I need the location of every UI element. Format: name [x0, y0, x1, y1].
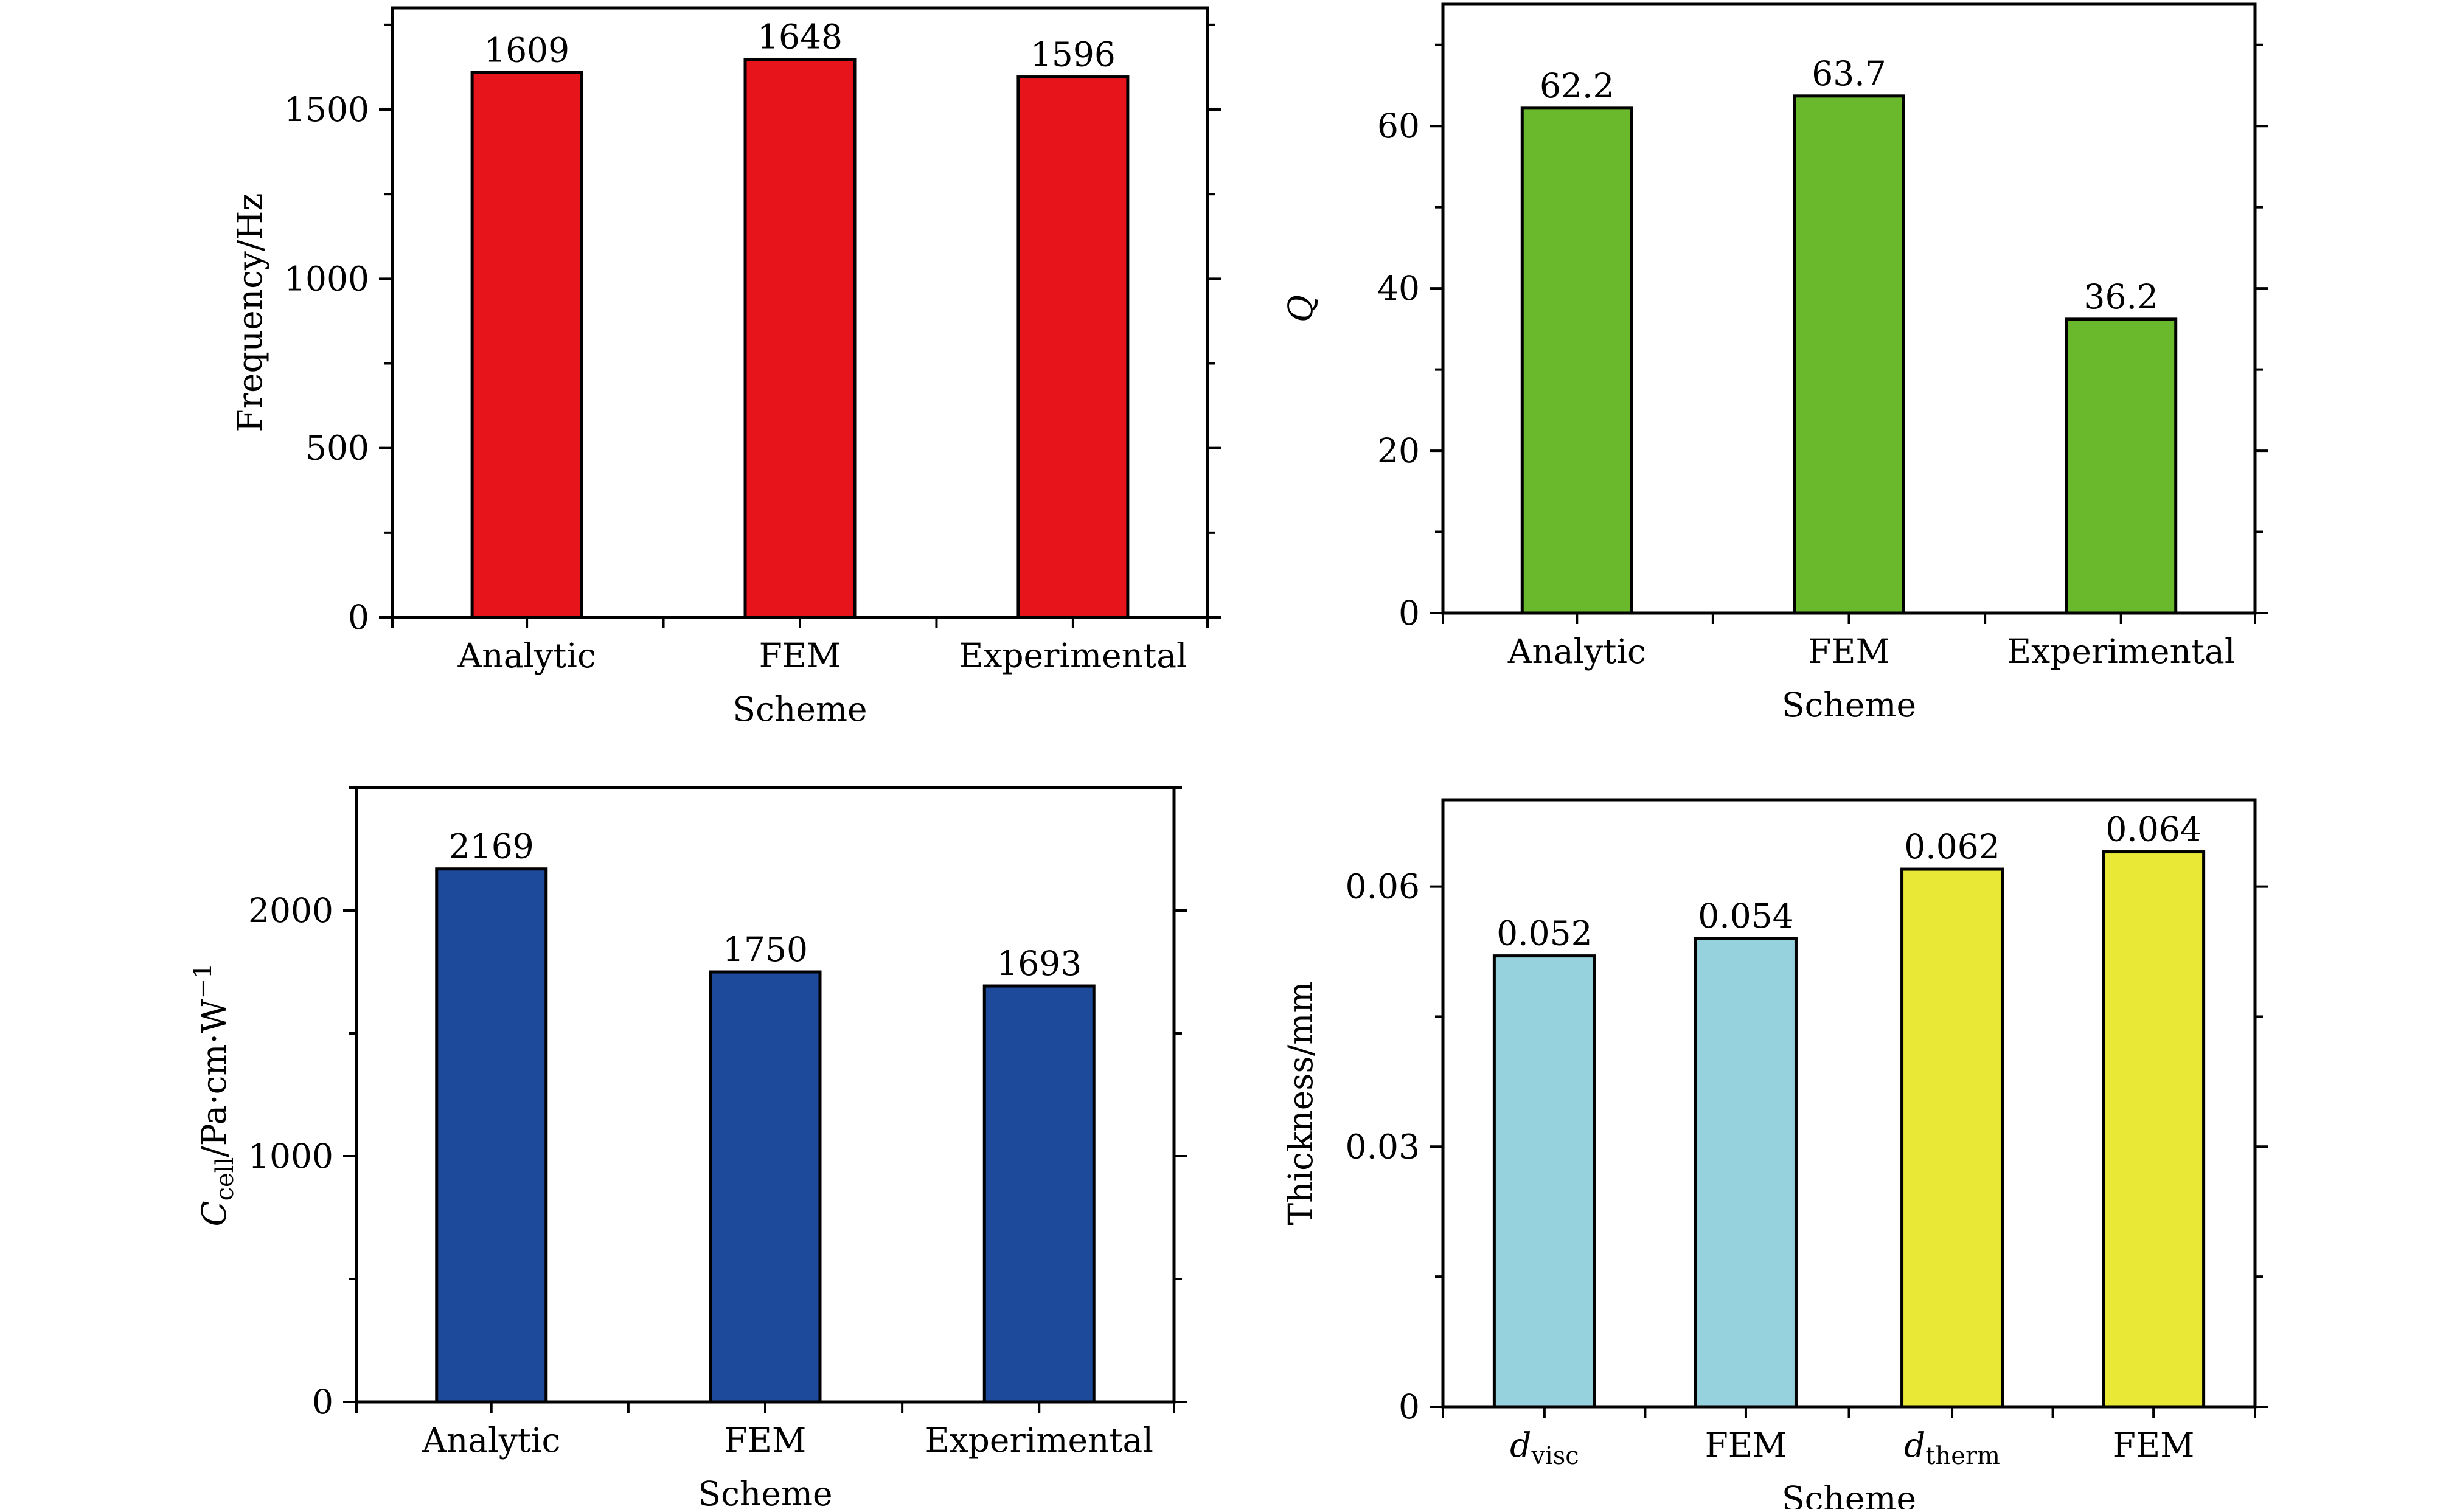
- chart-panel-4: 0.052 0.054 0.062 0.064 0 0.03 0.06 dvisc FEM dth…: [1281, 798, 2268, 1512]
- x-tick-label: FEM: [2113, 1426, 2195, 1465]
- bar: [1016, 75, 1130, 619]
- data-label: 1609: [484, 30, 569, 69]
- chart-panel-1: 1609 1648 1596 0 500 1000 1500 Analytic FEM Exper…: [231, 6, 1221, 729]
- y-tick-label: 0: [1399, 1387, 1420, 1426]
- y-tick-label: 0: [1399, 594, 1420, 633]
- y-axis-label: Ccell/Pa·cm·W−1: [189, 963, 239, 1226]
- data-label: 0.054: [1698, 896, 1793, 935]
- x-tick-label: FEM: [725, 1421, 807, 1460]
- y-axis-label: Thickness/mm: [1281, 981, 1320, 1225]
- data-label: 1648: [757, 18, 843, 57]
- x-tick-label: Analytic: [1507, 632, 1646, 671]
- bar: [1520, 106, 1633, 615]
- data-label: 62.2: [1540, 66, 1614, 105]
- x-tick-label: FEM: [759, 636, 841, 675]
- x-axis-label: Scheme: [1782, 685, 1916, 724]
- data-label: 63.7: [1812, 54, 1886, 93]
- chart-panel-3: 2169 1750 1693 0 1000 2000 Analytic FEM Experime…: [189, 786, 1187, 1512]
- x-tick-label: FEM: [1705, 1426, 1787, 1465]
- y-tick-label: 20: [1377, 431, 1420, 470]
- bar: [2102, 850, 2206, 1409]
- bar: [709, 970, 822, 1404]
- bar: [1694, 937, 1798, 1409]
- x-tick-label: Experimental: [925, 1421, 1153, 1460]
- bar: [982, 984, 1096, 1404]
- bar: [1492, 954, 1596, 1409]
- y-tick-label: 0: [348, 598, 369, 637]
- y-axis-label: Frequency/Hz: [231, 193, 269, 432]
- x-axis-label: Scheme: [1782, 1479, 1916, 1509]
- x-tick-label: Experimental: [959, 636, 1187, 675]
- y-axis-label: Q: [1281, 295, 1320, 322]
- y-tick-label: 40: [1377, 269, 1420, 308]
- data-label: 1750: [723, 930, 808, 969]
- bar: [2065, 317, 2178, 615]
- y-tick-label: 1500: [284, 90, 369, 129]
- data-label: 36.2: [2083, 277, 2158, 316]
- y-tick-label: 0.06: [1346, 867, 1420, 906]
- x-tick-label: Analytic: [457, 636, 596, 675]
- y-tick-label: 0: [312, 1382, 333, 1421]
- x-tick-label: FEM: [1808, 632, 1890, 671]
- bar: [1793, 94, 1905, 615]
- y-tick-label: 1000: [284, 259, 369, 298]
- bar: [743, 58, 857, 619]
- y-tick-label: 2000: [248, 891, 333, 930]
- x-tick-label: Experimental: [2007, 632, 2235, 671]
- x-tick-label: Analytic: [422, 1421, 560, 1460]
- bar: [435, 867, 548, 1404]
- x-tick-label: dtherm: [1904, 1426, 2000, 1470]
- data-label: 0.064: [2105, 810, 2201, 849]
- bar: [470, 71, 583, 619]
- chart-panel-2: 62.2 63.7 36.2 0 20 40 60 Analytic FEM Experiment…: [1281, 2, 2268, 724]
- x-tick-label: dvisc: [1510, 1426, 1579, 1470]
- y-tick-label: 500: [305, 429, 369, 468]
- y-tick-label: 1000: [248, 1137, 333, 1176]
- data-label: 1596: [1030, 35, 1116, 74]
- data-label: 2169: [449, 827, 534, 866]
- y-tick-label: 0.03: [1346, 1127, 1420, 1166]
- x-axis-label: Scheme: [732, 690, 867, 729]
- y-tick-label: 60: [1377, 106, 1420, 145]
- data-label: 0.062: [1904, 827, 2000, 866]
- data-label: 0.052: [1496, 914, 1592, 953]
- bar: [1900, 867, 2004, 1409]
- data-label: 1693: [996, 944, 1082, 983]
- x-axis-label: Scheme: [698, 1474, 832, 1509]
